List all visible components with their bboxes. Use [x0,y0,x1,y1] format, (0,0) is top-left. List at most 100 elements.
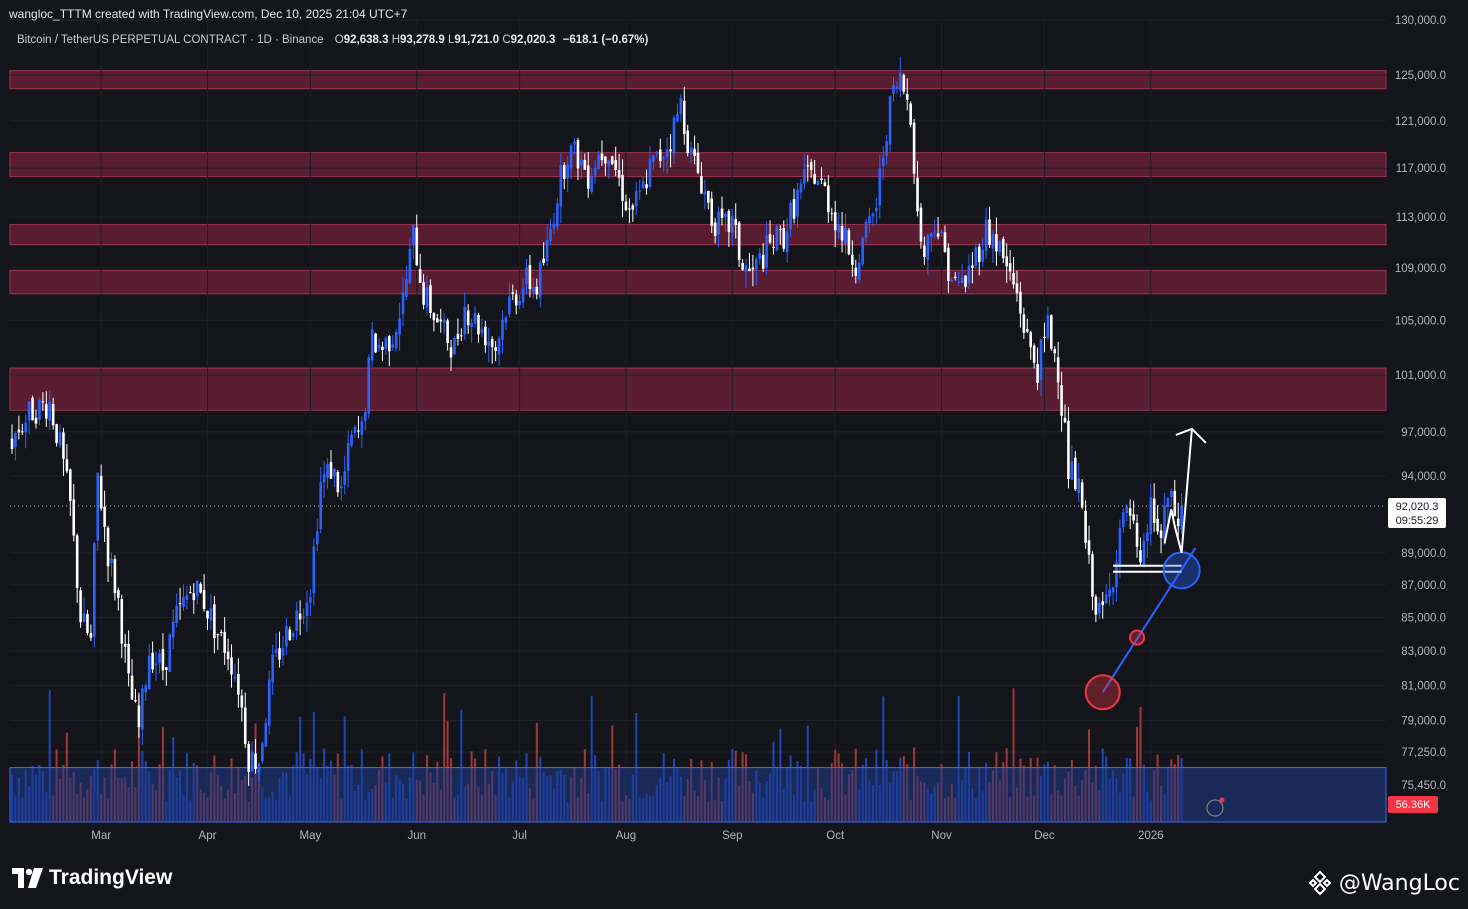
candle-body [943,232,947,252]
high-label: H [391,34,400,46]
candle-body [446,320,449,344]
candle-body [593,167,597,176]
candle-body [226,651,230,660]
candle-body [99,475,103,509]
candle-body [490,338,494,348]
candle-body [981,249,984,262]
candle-body [604,156,607,164]
price-tick-label: 77,250.0 [1401,747,1446,759]
candle-body [501,319,504,340]
candle-body [1080,482,1084,508]
candle-body [830,213,834,215]
candle-body [89,633,93,638]
candle-body [1094,596,1098,615]
candle-body [758,253,762,259]
close-label: C [502,34,511,46]
candle-body [240,695,244,708]
candle-body [614,160,617,171]
candle-body [679,98,683,114]
candle-body [700,176,703,194]
candle-body [31,397,34,421]
candle-body [243,707,247,744]
candle-body [971,265,974,268]
candle-body [20,431,24,433]
candle-body [336,471,340,493]
low-marker-circle [1084,674,1121,711]
candle-body [1125,506,1129,513]
time-axis[interactable]: Mar Apr May Jun Jul Aug Sep Oct Nov Dec 2026 [91,830,1163,842]
candle-body [929,233,933,237]
candle-body [545,239,549,262]
candle-body [216,634,220,636]
candle-body [504,317,508,323]
candle-body [1063,417,1067,423]
candle-body [662,157,665,159]
candle-body [1074,457,1077,490]
candle-body [665,149,669,158]
candle-body [432,313,436,321]
candle-body [1180,505,1183,530]
candle-body [885,141,888,156]
candle-body [353,426,357,433]
candle-body [624,201,628,211]
candle-body [295,610,298,631]
candle-body [329,462,333,479]
projection-arrowhead [1175,427,1207,444]
candle-body [110,558,113,564]
candle-body [1101,601,1105,606]
candle-body [823,182,827,186]
candle-body [1087,540,1091,555]
candle-body [55,424,58,443]
candle-body [312,546,316,594]
candle-body [247,743,250,772]
symbol-legend[interactable]: Bitcoin / TetherUS PERPETUAL CONTRACT · … [17,34,648,46]
candle-body [854,267,858,276]
candle-body [134,699,137,702]
candle-body [936,233,940,237]
price-axis[interactable]: 130,000.0 125,000.0 121,000.0 117,000.0 113,… [1395,15,1446,792]
candle-body [1135,522,1139,547]
volume-label: 56.36K [1396,799,1432,811]
candle-body [189,592,192,594]
candle-body [916,177,919,212]
candle-body [192,593,196,601]
time-tick-label: 2026 [1138,830,1164,842]
candle-body [713,222,717,236]
low-marker-circle [1129,629,1146,646]
volume-bar [882,696,885,822]
candle-body [731,216,734,234]
price-tick-label: 83,000.0 [1401,646,1446,658]
candle-body [1132,514,1135,521]
candle-body [267,679,271,726]
candle-body [45,404,48,419]
candle-body [144,685,148,693]
candle-body [1012,272,1015,285]
tradingview-logo[interactable]: TradingView [12,866,172,890]
last-price-box [1388,497,1446,528]
candle-body [363,412,367,421]
candle-body [761,254,765,269]
candle-body [782,228,786,249]
candle-body [425,287,429,308]
candle-body [888,96,892,145]
candle-body [302,616,305,618]
candle-body [717,211,720,235]
candle-body [1170,490,1173,497]
candle-body [10,438,14,449]
candle-body [641,181,645,189]
candle-body [562,164,566,179]
time-tick-label: May [300,830,322,842]
candle-body [494,347,497,351]
volume-bar [137,694,140,822]
time-tick-label: Sep [722,830,742,842]
candle-body [741,263,744,270]
candlesticks [10,56,1183,786]
candle-body [765,235,768,268]
candle-body [556,203,559,227]
candle-body [638,190,641,192]
candle-body [875,207,878,212]
price-tick-label: 97,000.0 [1401,427,1446,439]
candle-body [62,432,65,460]
candle-body [357,430,360,432]
